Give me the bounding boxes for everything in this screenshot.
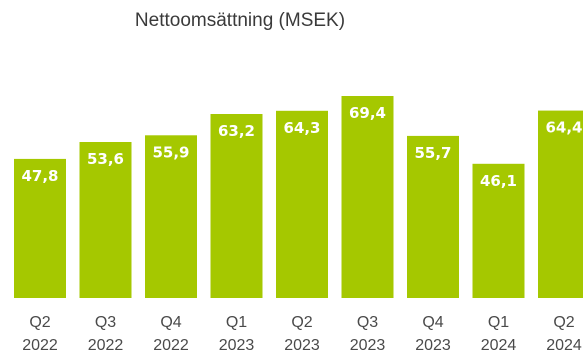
x-tick-quarter: Q2 (291, 314, 312, 331)
bar-value-label: 63,2 (218, 122, 255, 140)
bar-value-label: 55,9 (152, 143, 189, 161)
bar-value-label: 53,6 (87, 150, 124, 168)
x-tick-year: 2024 (481, 337, 517, 354)
chart-title: Nettoomsättning (MSEK) (135, 10, 345, 31)
x-tick-quarter: Q4 (422, 314, 443, 331)
bar-value-label: 46,1 (480, 172, 517, 190)
bar-value-label: 64,3 (283, 119, 320, 137)
x-tick-year: 2022 (153, 337, 189, 354)
x-axis-ticks: Q2 2022 Q3 2022 Q4 2022 Q1 2023 Q2 2023 Q3 2023 Q4 20… (22, 314, 582, 354)
bar-q1-2024 (472, 163, 525, 298)
x-tick-year: 2023 (284, 337, 320, 354)
x-tick-quarter: Q2 (553, 314, 574, 331)
bars-group (14, 96, 583, 298)
value-labels-group: 47,8 53,6 55,9 63,2 64,3 69,4 55,7 46,1 64,4 (21, 104, 582, 190)
x-tick-quarter: Q1 (488, 314, 509, 331)
x-tick-year: 2022 (22, 337, 58, 354)
bar-q2-2022 (14, 158, 66, 298)
x-tick-year: 2023 (219, 337, 255, 354)
x-tick-quarter: Q1 (226, 314, 247, 331)
x-tick-quarter: Q2 (29, 314, 50, 331)
bar-q4-2022 (145, 135, 197, 298)
x-tick-year: 2023 (350, 337, 386, 354)
bar-value-label: 47,8 (21, 167, 58, 185)
bar-q3-2023 (341, 96, 394, 298)
x-tick-year: 2022 (88, 337, 124, 354)
bar-value-label: 64,4 (545, 119, 582, 137)
bar-q4-2023 (407, 135, 459, 298)
bar-q2-2024 (538, 110, 583, 298)
bar-value-label: 55,7 (414, 144, 451, 162)
x-tick-year: 2023 (415, 337, 451, 354)
x-tick-quarter: Q3 (357, 314, 378, 331)
bar-q3-2022 (79, 142, 132, 298)
x-tick-quarter: Q3 (95, 314, 116, 331)
bar-value-label: 69,4 (349, 104, 386, 122)
x-tick-quarter: Q4 (160, 314, 181, 331)
bar-q2-2023 (276, 110, 328, 298)
bar-q1-2023 (210, 114, 263, 298)
x-tick-year: 2024 (546, 337, 582, 354)
